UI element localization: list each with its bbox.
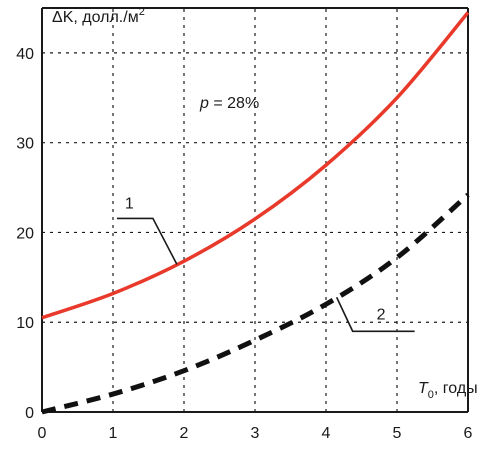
leader-line-2: [335, 296, 415, 333]
x-tick-label-3: 3: [251, 425, 260, 442]
x-tick-label-1: 1: [109, 425, 118, 442]
series-line-2: [41, 192, 470, 415]
y-tick-label-0: 0: [25, 405, 34, 422]
annotation-rate: p = 28%: [199, 95, 259, 112]
x-tick-label-4: 4: [322, 425, 331, 442]
y-axis-label: ΔK, долл./м2: [52, 6, 145, 26]
series-leaders: 12: [116, 195, 415, 333]
x-tick-label-5: 5: [393, 425, 402, 442]
axes: [41, 7, 469, 413]
leader-line-1: [116, 217, 178, 265]
x-tick-label-0: 0: [38, 425, 47, 442]
y-tick-label-20: 20: [16, 225, 34, 242]
series-label-2: 2: [377, 306, 386, 323]
x-tick-label-2: 2: [180, 425, 189, 442]
y-tick-label-30: 30: [16, 136, 34, 153]
grid-lines: [42, 8, 468, 412]
series-lines: [41, 11, 470, 415]
x-tick-label-6: 6: [464, 425, 473, 442]
x-axis-label: T0, годы: [418, 380, 478, 401]
series-label-1: 1: [125, 195, 134, 212]
y-tick-label-40: 40: [16, 46, 34, 63]
y-tick-label-10: 10: [16, 315, 34, 332]
series-line-1: [41, 11, 470, 320]
